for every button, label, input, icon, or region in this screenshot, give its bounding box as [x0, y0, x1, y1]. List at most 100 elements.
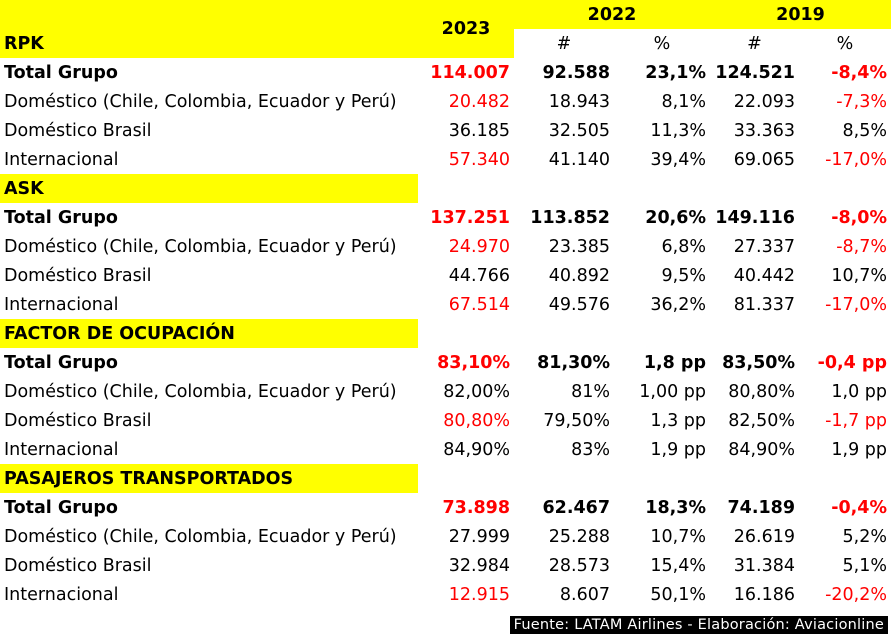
- pct-2019: -0,4 pp: [817, 352, 887, 373]
- value-2019: 16.186: [733, 584, 795, 605]
- value-2022: 81,30%: [537, 352, 610, 373]
- table-row: Total Grupo 83,10% 81,30% 1,8 pp 83,50% …: [0, 348, 891, 377]
- value-2019: 124.521: [715, 62, 795, 83]
- row-label: Internacional: [4, 294, 119, 315]
- header-blank-cell: [0, 0, 418, 29]
- pct-2022: 11,3%: [650, 120, 706, 141]
- value-2022: 62.467: [542, 497, 610, 518]
- value-2022: 41.140: [548, 149, 610, 170]
- value-2023: 73.898: [442, 497, 510, 518]
- value-2019: 80,80%: [728, 381, 795, 402]
- value-2019: 26.619: [733, 526, 795, 547]
- row-label: Internacional: [4, 149, 119, 170]
- row-label: Doméstico Brasil: [4, 555, 152, 576]
- pct-2022: 36,2%: [650, 294, 706, 315]
- value-2023: 83,10%: [437, 352, 510, 373]
- section-title: ASK: [0, 174, 418, 203]
- row-label: Doméstico Brasil: [4, 410, 152, 431]
- header-year-2022: 2022: [514, 0, 710, 29]
- header-hash-2019: #: [747, 33, 762, 54]
- header-row-years: 2023 2022 2019: [0, 0, 891, 58]
- header-pct-2022: %: [653, 33, 671, 54]
- pct-2022: 20,6%: [645, 207, 706, 228]
- row-label: Total Grupo: [4, 207, 118, 228]
- row-label: Doméstico (Chile, Colombia, Ecuador y Pe…: [4, 526, 397, 547]
- pct-2019: -20,2%: [825, 584, 887, 605]
- source-note: Fuente: LATAM Airlines - Elaboración: Av…: [509, 616, 888, 634]
- table-row: Internacional 12.915 8.607 50,1% 16.186 …: [0, 580, 891, 609]
- row-label: Internacional: [4, 439, 119, 460]
- value-2019: 22.093: [733, 91, 795, 112]
- table-row: Doméstico (Chile, Colombia, Ecuador y Pe…: [0, 232, 891, 261]
- section-title: PASAJEROS TRANSPORTADOS: [0, 464, 418, 493]
- value-2019: 40.442: [733, 265, 795, 286]
- value-2023: 137.251: [430, 207, 510, 228]
- table-row: Internacional 67.514 49.576 36,2% 81.337…: [0, 290, 891, 319]
- value-2022: 8.607: [559, 584, 610, 605]
- pct-2022: 6,8%: [661, 236, 706, 257]
- pct-2019: -8,0%: [831, 207, 887, 228]
- value-2022: 23.385: [548, 236, 610, 257]
- value-2023: 32.984: [448, 555, 510, 576]
- value-2019: 149.116: [715, 207, 795, 228]
- value-2023: 114.007: [430, 62, 510, 83]
- pct-2022: 1,8 pp: [643, 352, 706, 373]
- table-row: Total Grupo 137.251 113.852 20,6% 149.11…: [0, 203, 891, 232]
- pct-2019: -7,3%: [836, 91, 887, 112]
- value-2023: 36.185: [448, 120, 510, 141]
- value-2019: 84,90%: [728, 439, 795, 460]
- value-2019: 82,50%: [728, 410, 795, 431]
- header-year-2023: 2023: [418, 0, 514, 58]
- value-2022: 49.576: [548, 294, 610, 315]
- value-2022: 113.852: [530, 207, 610, 228]
- pct-2019: 5,2%: [842, 526, 887, 547]
- pct-2022: 1,9 pp: [650, 439, 706, 460]
- pct-2019: 1,0 pp: [831, 381, 887, 402]
- value-2022: 83%: [571, 439, 610, 460]
- value-2023: 84,90%: [443, 439, 510, 460]
- table-row: Doméstico (Chile, Colombia, Ecuador y Pe…: [0, 377, 891, 406]
- value-2019: 81.337: [733, 294, 795, 315]
- pct-2022: 39,4%: [650, 149, 706, 170]
- value-2019: 83,50%: [722, 352, 795, 373]
- section-title-row: ASK: [0, 174, 891, 203]
- section-title-row: RPK # % # %: [0, 29, 891, 58]
- value-2023: 27.999: [448, 526, 510, 547]
- value-2022: 92.588: [542, 62, 610, 83]
- row-label: Doméstico (Chile, Colombia, Ecuador y Pe…: [4, 236, 397, 257]
- value-2022: 18.943: [548, 91, 610, 112]
- value-2023: 67.514: [448, 294, 510, 315]
- section-title-row: FACTOR DE OCUPACIÓN: [0, 319, 891, 348]
- section-title-row: PASAJEROS TRANSPORTADOS: [0, 464, 891, 493]
- table-row: Internacional 57.340 41.140 39,4% 69.065…: [0, 145, 891, 174]
- value-2022: 40.892: [548, 265, 610, 286]
- table-row: Doméstico Brasil 44.766 40.892 9,5% 40.4…: [0, 261, 891, 290]
- pct-2022: 10,7%: [650, 526, 706, 547]
- header-hash-2022: #: [556, 33, 572, 54]
- table-row: Internacional 84,90% 83% 1,9 pp 84,90% 1…: [0, 435, 891, 464]
- table-row: Total Grupo 114.007 92.588 23,1% 124.521…: [0, 58, 891, 87]
- value-2023: 80,80%: [443, 410, 510, 431]
- pct-2022: 15,4%: [650, 555, 706, 576]
- pct-2019: -1,7 pp: [825, 410, 887, 431]
- header-pct-2019: %: [836, 33, 854, 54]
- value-2022: 81%: [571, 381, 610, 402]
- latam-traffic-table: 2023 2022 2019 RPK # % # % Total Grupo 1…: [0, 0, 891, 609]
- table-row: Doméstico Brasil 36.185 32.505 11,3% 33.…: [0, 116, 891, 145]
- row-label: Total Grupo: [4, 352, 118, 373]
- pct-2022: 23,1%: [645, 62, 706, 83]
- pct-2019: 8,5%: [842, 120, 887, 141]
- pct-2022: 1,3 pp: [650, 410, 706, 431]
- pct-2019: -8,4%: [831, 62, 887, 83]
- pct-2022: 9,5%: [661, 265, 706, 286]
- value-2019: 74.189: [727, 497, 795, 518]
- value-2023: 44.766: [448, 265, 510, 286]
- value-2023: 57.340: [448, 149, 510, 170]
- row-label: Doméstico (Chile, Colombia, Ecuador y Pe…: [4, 91, 397, 112]
- pct-2019: 10,7%: [831, 265, 887, 286]
- section-title: RPK: [0, 29, 418, 58]
- value-2023: 82,00%: [443, 381, 510, 402]
- row-label: Doméstico (Chile, Colombia, Ecuador y Pe…: [4, 381, 397, 402]
- pct-2019: -8,7%: [836, 236, 887, 257]
- pct-2019: -17,0%: [825, 149, 887, 170]
